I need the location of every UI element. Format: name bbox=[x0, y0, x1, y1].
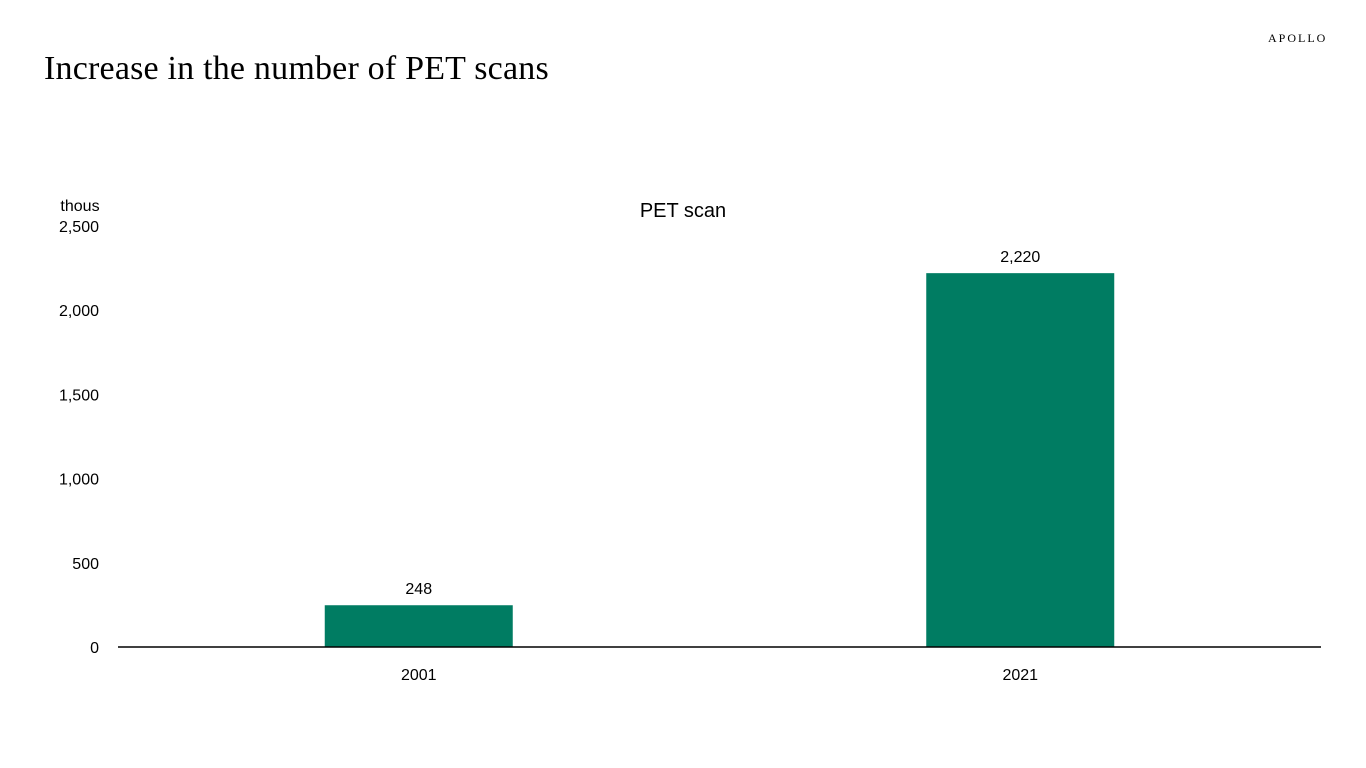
y-axis-ticks: 0 500 1,000 1,500 2,000 2,500 bbox=[59, 219, 99, 657]
data-label-2021: 2,220 bbox=[1000, 249, 1040, 266]
x-tick-label: 2021 bbox=[1002, 667, 1038, 684]
brand-logo: APOLLO bbox=[1268, 31, 1328, 45]
x-axis-ticks: 2001 2021 bbox=[401, 667, 1038, 684]
chart-title: PET scan bbox=[640, 200, 726, 222]
page-title: Increase in the number of PET scans bbox=[44, 50, 549, 87]
y-tick-label: 2,000 bbox=[59, 303, 99, 320]
y-tick-label: 1,500 bbox=[59, 387, 99, 404]
bar-data-labels: 248 2,220 bbox=[405, 249, 1040, 598]
y-tick-label: 1,000 bbox=[59, 472, 99, 489]
data-label-2001: 248 bbox=[405, 581, 432, 598]
x-tick-label: 2001 bbox=[401, 667, 437, 684]
y-tick-label: 500 bbox=[72, 556, 99, 573]
bars bbox=[324, 273, 1115, 647]
bar-2001 bbox=[324, 605, 513, 647]
y-axis-unit-label: thous bbox=[60, 198, 99, 215]
y-tick-label: 0 bbox=[90, 640, 99, 657]
y-tick-label: 2,500 bbox=[59, 219, 99, 236]
bar-2021 bbox=[926, 273, 1115, 647]
